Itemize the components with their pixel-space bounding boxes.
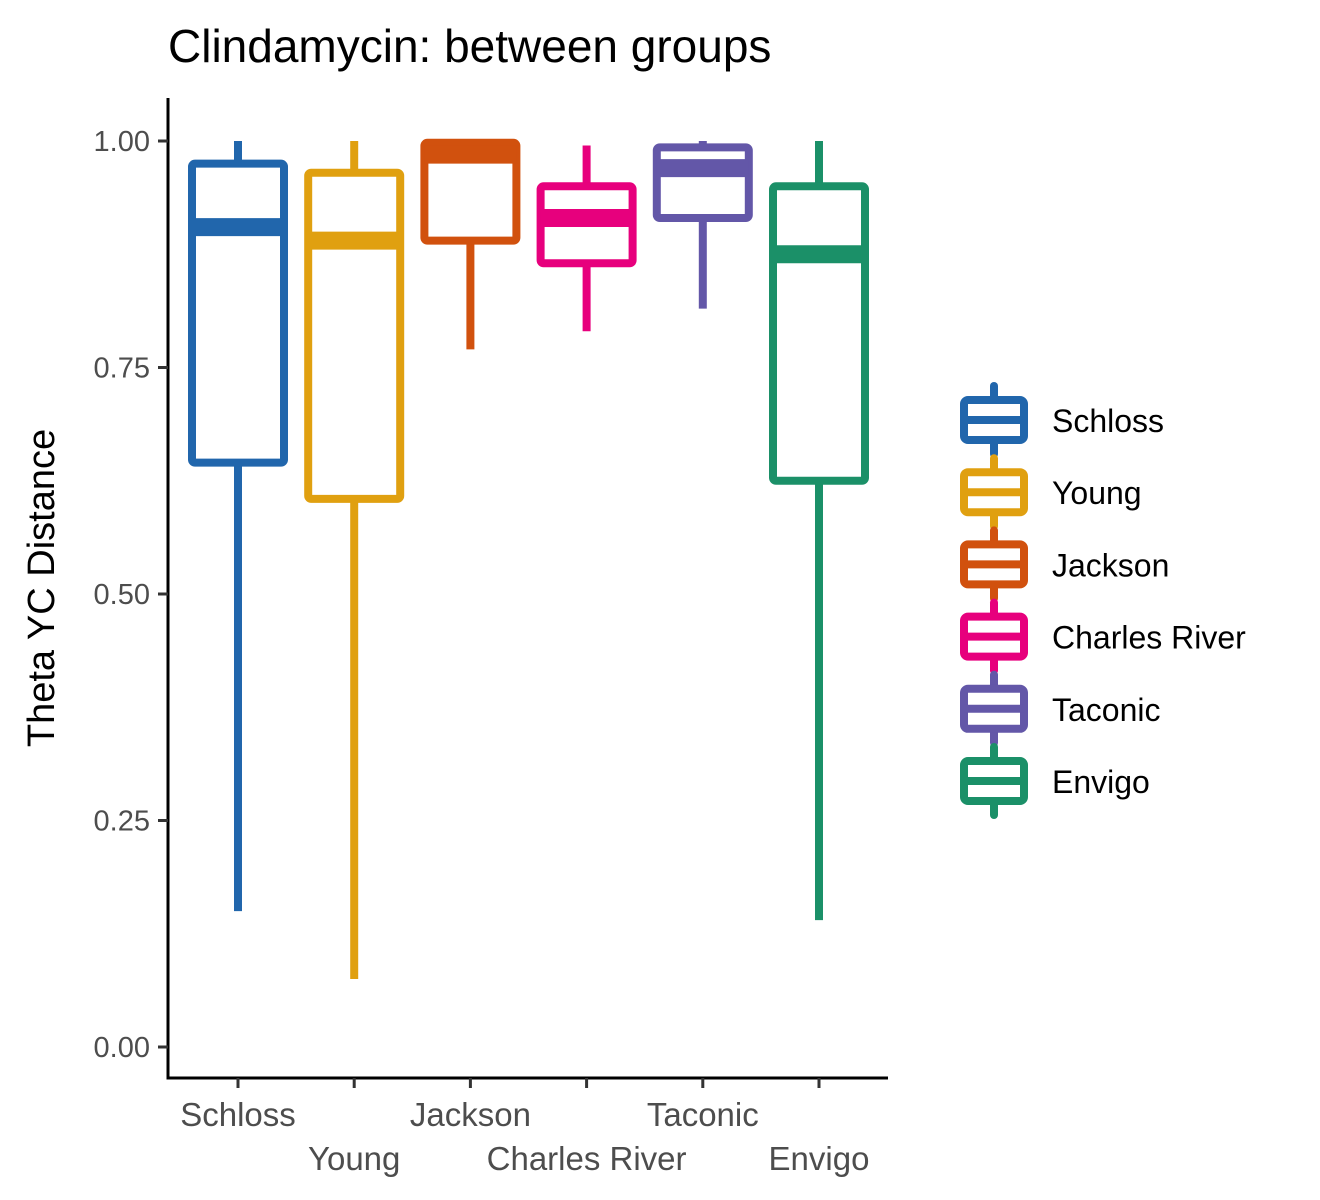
box-taconic	[652, 141, 753, 309]
axes: 0.00 0.25 0.50 0.75 1.00 Schloss Young Jackson C…	[94, 98, 888, 1177]
box-young	[304, 141, 405, 980]
y-axis-label: Theta YC Distance	[21, 429, 63, 747]
legend-item: Envigo	[960, 743, 1150, 819]
x-tick-label: Jackson	[410, 1096, 531, 1133]
box-body	[769, 182, 869, 485]
legend-label: Young	[1052, 475, 1142, 511]
box-body	[188, 159, 288, 467]
legend-item: Young	[960, 454, 1142, 531]
x-tick-label: Young	[308, 1140, 400, 1177]
chart-title: Clindamycin: between groups	[168, 20, 771, 72]
box-charles-river	[536, 145, 637, 332]
legend-item: Taconic	[960, 670, 1161, 747]
x-tick-label: Schloss	[180, 1096, 296, 1133]
legend-item: Charles River	[960, 598, 1246, 675]
box-envigo	[769, 141, 869, 921]
y-tick-label: 0.25	[94, 806, 150, 838]
boxes	[188, 138, 869, 980]
x-tick-label: Taconic	[647, 1096, 759, 1133]
legend-label: Taconic	[1052, 692, 1161, 728]
legend-item: Schloss	[960, 382, 1164, 458]
x-tick-label: Envigo	[769, 1140, 870, 1177]
legend-item: Jackson	[960, 526, 1169, 603]
y-tick-label: 0.50	[94, 579, 150, 611]
box-body	[304, 168, 405, 503]
box-schloss	[188, 141, 288, 912]
y-tick-label: 0.75	[94, 353, 150, 385]
y-tick-label: 0.00	[94, 1032, 150, 1064]
legend: Schloss Young Jackson Charles River Taconic E…	[960, 382, 1246, 819]
legend-label: Schloss	[1052, 403, 1164, 439]
box-body	[652, 143, 753, 223]
y-tick-label: 1.00	[94, 126, 150, 158]
legend-label: Charles River	[1052, 620, 1246, 656]
legend-label: Jackson	[1052, 547, 1169, 583]
legend-label: Envigo	[1052, 764, 1150, 800]
box-jackson	[420, 138, 521, 350]
x-tick-label: Charles River	[487, 1140, 687, 1177]
box-body	[420, 138, 521, 245]
